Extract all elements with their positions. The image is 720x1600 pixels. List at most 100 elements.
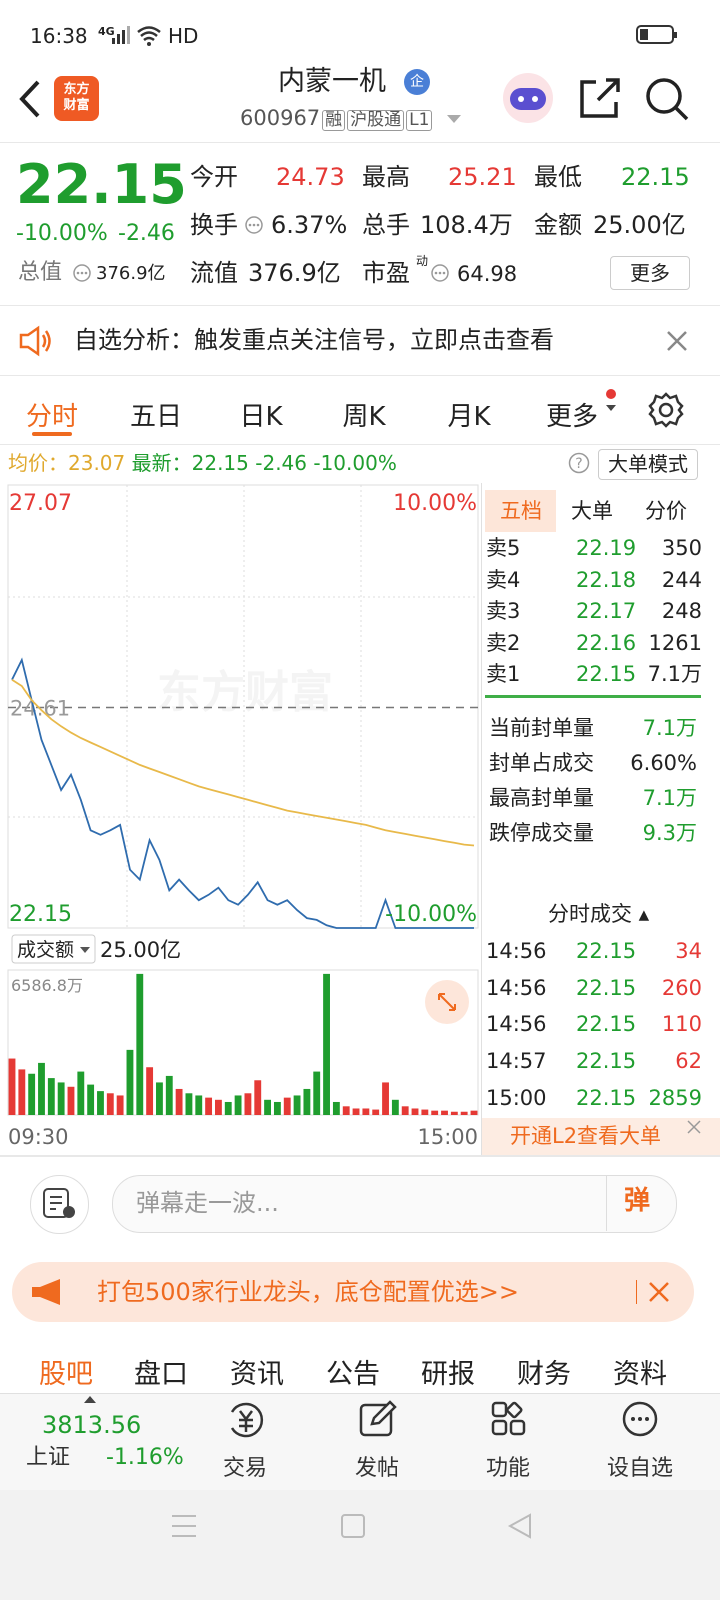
- help-icon[interactable]: ?: [568, 452, 590, 474]
- bottom-tab[interactable]: 财务: [517, 1359, 571, 1390]
- stat-value: 6.37%: [271, 211, 348, 239]
- danmu-button[interactable]: 弹: [624, 1186, 651, 1216]
- bottom-tab[interactable]: 公告: [326, 1359, 380, 1390]
- stat-sup: 动: [416, 254, 429, 268]
- dropdown[interactable]: [446, 113, 462, 125]
- tab[interactable]: 五日: [129, 402, 183, 432]
- info-icon[interactable]: [72, 263, 92, 283]
- trade-time: 15:00: [486, 1085, 547, 1110]
- avg-label: 均价：: [8, 451, 68, 475]
- tab[interactable]: 周K: [342, 402, 386, 432]
- action-label[interactable]: 设自选: [606, 1456, 674, 1481]
- bottom-tab[interactable]: 盘口: [134, 1359, 188, 1390]
- volume-bar: [67, 1086, 75, 1115]
- volume-bar: [126, 1049, 134, 1115]
- volume-bar: [8, 1058, 16, 1115]
- action-label[interactable]: 交易: [222, 1456, 268, 1481]
- stat-value: 25.21: [448, 163, 517, 191]
- divider: [636, 1280, 637, 1304]
- nav-buttons[interactable]: [170, 1512, 550, 1540]
- settings-button[interactable]: [648, 392, 684, 428]
- more-button[interactable]: 更多: [610, 256, 690, 290]
- seal-value: 7.1万: [642, 716, 697, 740]
- book-tab[interactable]: 大单: [571, 499, 613, 523]
- ask-volume: 244: [661, 567, 702, 592]
- logo-text: 财富: [63, 98, 90, 113]
- last-price: 22.15: [16, 153, 187, 216]
- volume-bar: [214, 1099, 222, 1115]
- svg-text:?: ?: [575, 456, 582, 472]
- badge: 企: [404, 69, 430, 95]
- search-button[interactable]: [644, 76, 690, 122]
- volume-bar: [156, 1082, 163, 1115]
- volume-bar: [234, 1095, 242, 1115]
- bottom-tab[interactable]: 股吧: [39, 1359, 93, 1390]
- book-tab[interactable]: 分价: [645, 499, 687, 523]
- mode-button[interactable]: 大单模式: [598, 449, 698, 480]
- index-name[interactable]: 上证: [26, 1445, 71, 1470]
- ask-price: 22.19: [576, 536, 637, 560]
- back-button[interactable]: [14, 78, 46, 120]
- stock-code: 600967 融沪股通 L1: [240, 108, 433, 131]
- tab[interactable]: 月K: [447, 402, 491, 432]
- close-button[interactable]: [666, 330, 688, 352]
- l2-banner[interactable]: [482, 1118, 720, 1155]
- assistant-avatar[interactable]: [500, 72, 556, 124]
- seal-label: 跌停成交量: [489, 821, 594, 845]
- volume-bar: [18, 1069, 26, 1115]
- index-value[interactable]: 3813.56: [42, 1411, 142, 1439]
- stat-value: 376.9亿: [96, 263, 166, 284]
- volume-bar: [323, 973, 330, 1115]
- ad-banner[interactable]: [12, 1262, 694, 1322]
- tab[interactable]: 更多: [545, 402, 599, 432]
- close-button[interactable]: [686, 1119, 702, 1135]
- divider: [0, 375, 720, 376]
- bottom-tab[interactable]: 资讯: [230, 1359, 284, 1390]
- tab[interactable]: 分时: [25, 402, 79, 432]
- l2-text[interactable]: 开通L2查看大单: [510, 1124, 662, 1148]
- notice-text[interactable]: 自选分析：触发重点关注信号，立即点击查看: [74, 326, 554, 354]
- signal-icons: [112, 26, 161, 46]
- trade-icon: [230, 1402, 264, 1438]
- info-icon[interactable]: [430, 263, 450, 283]
- action-label[interactable]: 功能: [485, 1456, 531, 1481]
- speaker-icon: [19, 325, 51, 357]
- trade-price: 22.15: [576, 939, 637, 963]
- volume-bar: [460, 1111, 468, 1115]
- nav-bar: [0, 1490, 720, 1600]
- trade-time: 14:57: [486, 1049, 547, 1074]
- share-button[interactable]: [578, 76, 622, 120]
- stat-label: 市盈: [362, 259, 410, 287]
- watchlist-icon: [622, 1401, 658, 1437]
- volume-bar: [362, 1108, 370, 1115]
- app-logo[interactable]: 东方 财富: [54, 76, 99, 121]
- stat-value: 108.4万: [420, 211, 513, 239]
- volume-bar: [136, 973, 144, 1115]
- info-icon[interactable]: [244, 215, 264, 235]
- bottom-tab[interactable]: 资料: [613, 1359, 667, 1390]
- volume-bar: [382, 1082, 389, 1115]
- trade-volume: 110: [661, 1012, 702, 1037]
- trade-volume: 34: [675, 939, 702, 963]
- close-button[interactable]: [648, 1281, 670, 1303]
- danmu-toggle[interactable]: [30, 1175, 89, 1234]
- volume-bar: [411, 1108, 419, 1115]
- more-indicator: [606, 389, 616, 411]
- index-change[interactable]: -1.16%: [106, 1445, 184, 1470]
- bottom-tab[interactable]: 研报: [421, 1359, 475, 1390]
- ask-label: 卖1: [486, 662, 521, 686]
- comment-input[interactable]: [112, 1175, 677, 1233]
- trade-price: 22.15: [576, 1012, 637, 1037]
- ad-text[interactable]: 打包500家行业龙头，底仓配置优选>>: [97, 1278, 520, 1306]
- action-label[interactable]: 发帖: [354, 1456, 400, 1481]
- trades-title: 分时成交 ▴: [548, 902, 650, 926]
- volume-bar: [146, 1067, 154, 1115]
- post-icon: [359, 1400, 397, 1437]
- volume-bar: [254, 1080, 262, 1115]
- book-tab[interactable]: 五档: [500, 499, 542, 523]
- divider: [606, 1176, 607, 1231]
- tab[interactable]: 日K: [239, 402, 283, 432]
- divider: [0, 444, 720, 445]
- tab-bg: [485, 490, 556, 532]
- volume-selector[interactable]: [11, 934, 96, 964]
